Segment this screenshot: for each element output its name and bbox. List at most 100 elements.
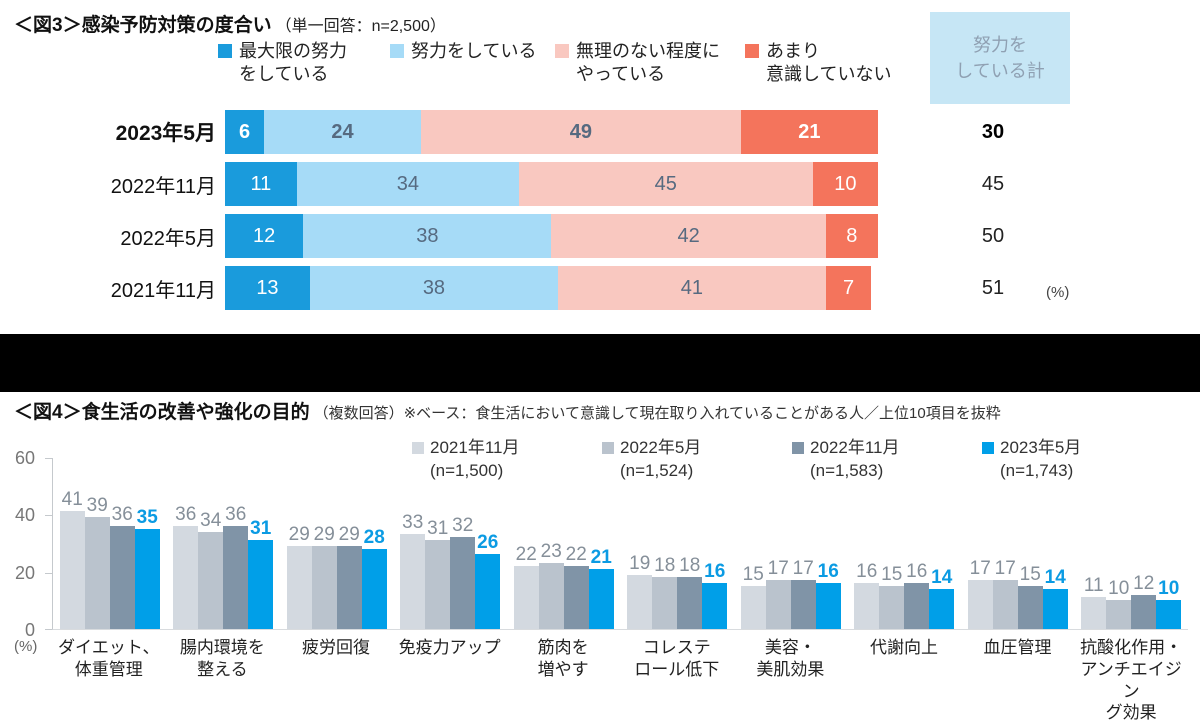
value-label: 15 <box>881 564 903 585</box>
bar-slot: 23 <box>538 458 564 629</box>
bar-slot: 22 <box>513 458 539 629</box>
category-label: 免疫力アップ <box>398 638 501 657</box>
divider-band <box>0 334 1200 392</box>
value-label: 32 <box>452 515 474 537</box>
bar-slot: 16 <box>854 458 880 629</box>
bar <box>992 580 1018 629</box>
bar-slot: 31 <box>248 458 274 629</box>
bar-slot: 18 <box>652 458 678 629</box>
bar-slot: 17 <box>790 458 816 629</box>
bar-slot: 34 <box>198 458 224 629</box>
value-label: 17 <box>767 558 789 580</box>
bar <box>677 577 703 629</box>
bar <box>173 525 199 629</box>
value-label: 29 <box>288 523 310 545</box>
legend-label: 2022年11月 (n=1,583) <box>810 438 900 480</box>
fig3-rows: 2023年5月 6 24 49 21 30 2022年11月 11 34 45 10 45 2022年5… <box>0 110 1200 318</box>
value-label: 36 <box>175 503 197 525</box>
bar-segment: 10 <box>812 162 878 206</box>
bar-segment: 24 <box>264 110 421 154</box>
value-label: 14 <box>1044 566 1066 588</box>
figure4-title-main: ＜図4＞食生活の改善や強化の目的 <box>14 402 310 423</box>
legend-item: 最大限の努力 をしている <box>218 40 347 87</box>
value-label: 36 <box>225 503 247 525</box>
bar-slot: 36 <box>223 458 249 629</box>
bar <box>1106 600 1132 629</box>
legend-swatch-icon <box>792 442 804 454</box>
bar-group: 15 17 17 16 <box>734 458 848 629</box>
bar-segment: 8 <box>825 214 878 258</box>
legend-swatch-icon <box>218 44 232 58</box>
value-label: 41 <box>61 489 83 511</box>
y-tick-mark <box>45 572 52 574</box>
value-label: 35 <box>136 506 158 528</box>
value-label: 18 <box>679 555 701 577</box>
value-label: 22 <box>565 543 587 565</box>
bar <box>223 525 249 629</box>
figure3-legend: 最大限の努力 をしている 努力をしている 無理のない程度に やっている あまり 意識し… <box>218 40 978 102</box>
bar-segment: 7 <box>825 266 872 310</box>
legend-item: 2022年5月 (n=1,524) <box>602 437 792 483</box>
bar-slot: 10 <box>1106 458 1132 629</box>
bar-segment: 12 <box>225 214 304 258</box>
bar <box>286 545 312 629</box>
bar <box>1081 597 1107 629</box>
value-label: 11 <box>1083 575 1104 597</box>
legend-item: 2022年11月 (n=1,583) <box>792 437 982 483</box>
bar <box>538 563 564 629</box>
bar <box>790 580 816 629</box>
value-label: 23 <box>540 541 562 563</box>
bar <box>627 574 653 629</box>
bar <box>929 588 955 629</box>
category-label: ダイエット、 体重管理 <box>58 638 160 679</box>
figure3-title: ＜図3＞感染予防対策の度合い （単一回答：n=2,500） <box>14 10 446 37</box>
fig4-plot: 41 39 36 35 36 34 36 31 29 29 29 28 33 31 32 26 22 23 22 21… <box>52 458 1188 630</box>
figure4-title: ＜図4＞食生活の改善や強化の目的 （複数回答）※ベース：食生活において意識して現在… <box>14 397 1001 424</box>
stacked-bar: 6 24 49 21 <box>225 110 878 154</box>
bar-slot: 17 <box>967 458 993 629</box>
category-label: 抗酸化作用・ アンチエイジン グ効果 <box>1080 638 1183 723</box>
figure3-title-note: （単一回答：n=2,500） <box>275 18 446 35</box>
bar <box>336 545 362 629</box>
bar-slot: 12 <box>1131 458 1157 629</box>
value-label: 17 <box>994 558 1016 580</box>
value-label: 33 <box>402 512 424 534</box>
value-label: 16 <box>906 561 928 583</box>
legend-swatch-icon <box>555 44 569 58</box>
bar-slot: 14 <box>1042 458 1068 629</box>
bar-segment: 34 <box>296 162 519 206</box>
category-label: 血圧管理 <box>983 638 1052 657</box>
y-tick-mark <box>45 629 52 630</box>
bar <box>361 548 387 629</box>
bar-slot: 39 <box>84 458 110 629</box>
value-label: 18 <box>654 555 676 577</box>
bar-slot: 32 <box>450 458 476 629</box>
row-total-value: 51 <box>981 276 1005 299</box>
figure4-unit-label: (%) <box>14 638 38 655</box>
bar-segment: 38 <box>303 214 552 258</box>
bar-segment: 49 <box>420 110 741 154</box>
category-label: コレステ ロール低下 <box>634 638 720 679</box>
stacked-bar: 11 34 45 10 <box>225 162 878 206</box>
value-label: 10 <box>1158 578 1180 600</box>
bar <box>1017 586 1043 629</box>
category-label: 腸内環境を 整える <box>179 638 265 679</box>
bar-slot: 33 <box>400 458 426 629</box>
legend-item: 2023年5月 (n=1,743) <box>982 437 1172 483</box>
bar-group: 41 39 36 35 <box>53 458 167 629</box>
bar <box>134 528 160 629</box>
bar-slot: 15 <box>879 458 905 629</box>
bar <box>854 583 880 629</box>
value-label: 36 <box>111 503 133 525</box>
legend-label: 最大限の努力 をしている <box>239 41 347 85</box>
value-label: 16 <box>856 561 878 583</box>
figure3-unit-label: (%) <box>1046 284 1070 301</box>
value-label: 16 <box>704 561 726 583</box>
value-label: 31 <box>250 518 272 540</box>
bar-slot: 22 <box>563 458 589 629</box>
legend-label: 努力をしている <box>411 41 537 61</box>
bar-segment: 6 <box>225 110 265 154</box>
bar-group: 33 31 32 26 <box>394 458 508 629</box>
legend-label: 無理のない程度に やっている <box>576 41 720 85</box>
value-label: 29 <box>338 523 360 545</box>
